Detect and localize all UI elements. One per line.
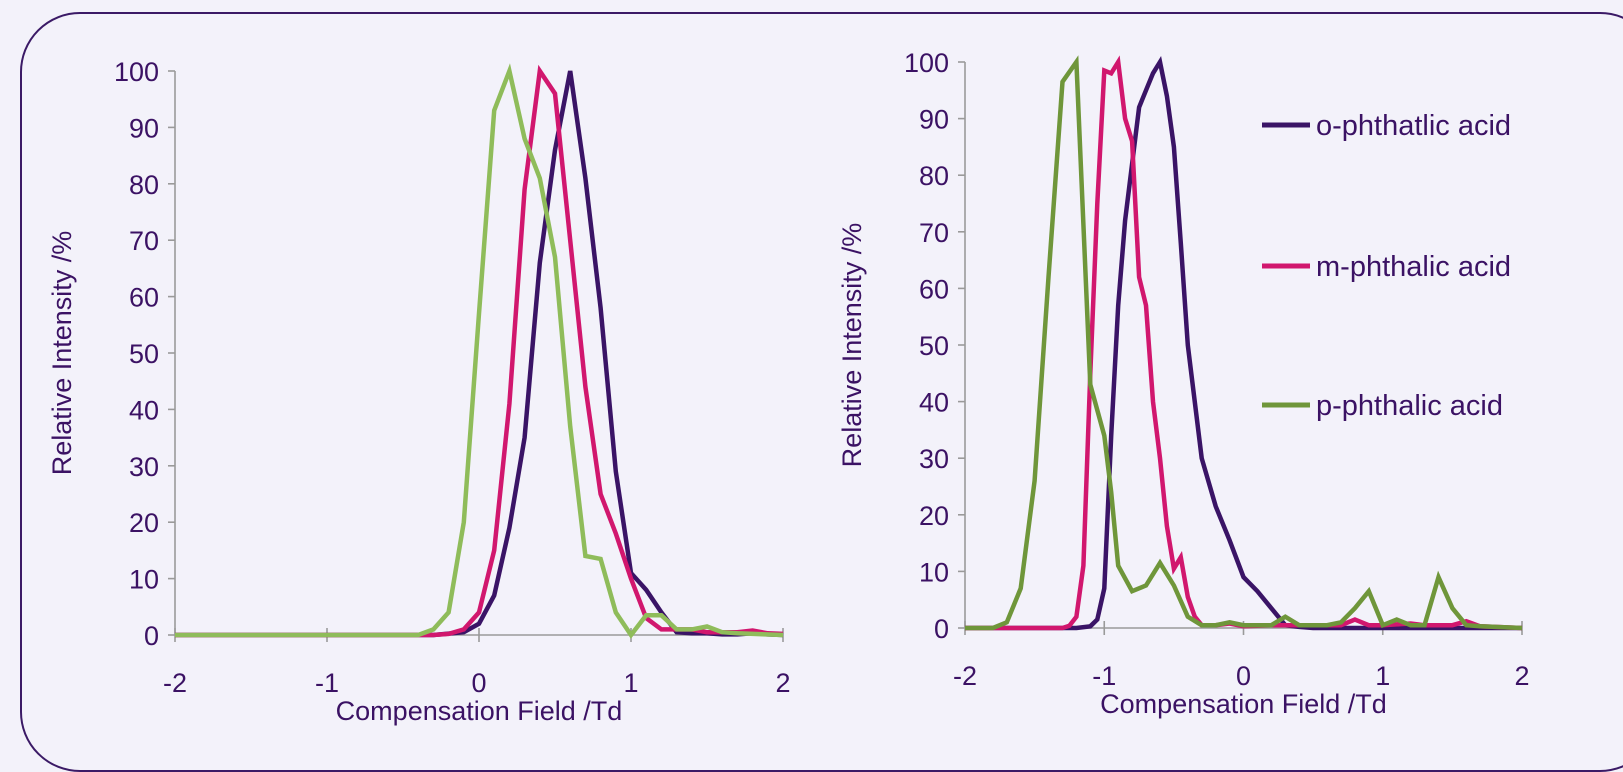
y-tick-label: 10 (129, 565, 159, 595)
x-tick-label: 1 (1375, 661, 1390, 691)
x-tick-label: 0 (1236, 661, 1251, 691)
x-tick-label: -2 (163, 668, 187, 698)
x-tick-label: -1 (315, 668, 339, 698)
series-line-2 (965, 55, 1523, 631)
y-tick-label: 50 (919, 331, 949, 361)
x-tick-label: -1 (1092, 661, 1116, 691)
slide-frame (20, 12, 1623, 772)
y-tick-label: 10 (919, 557, 949, 587)
y-tick-label: 70 (129, 226, 159, 256)
legend-label-1: o-phthatlic acid (1316, 110, 1511, 142)
series-line-3 (175, 63, 784, 639)
y-tick-label: 60 (919, 274, 949, 304)
y-tick-label: 20 (919, 501, 949, 531)
x-tick-label: 2 (775, 668, 790, 698)
y-tick-label: 0 (934, 614, 949, 644)
series-line-3 (965, 55, 1523, 631)
legend-label-2: m-phthalic acid (1316, 251, 1511, 283)
x-tick-label: 2 (1514, 661, 1529, 691)
chart-left: 0 10 20 30 40 50 60 70 80 90 100 -2 -1 0 1 2 Compensatio… (47, 57, 791, 726)
x-axis-title: Compensation Field /Td (336, 696, 623, 726)
y-tick-label: 80 (919, 161, 949, 191)
y-tick-label: 80 (129, 170, 159, 200)
y-tick-label: 60 (129, 283, 159, 313)
y-tick-label: 40 (129, 395, 159, 425)
y-tick-label: 70 (919, 218, 949, 248)
y-tick-label: 90 (129, 113, 159, 143)
y-tick-label: 40 (919, 388, 949, 418)
y-tick-label: 100 (904, 48, 949, 78)
x-tick-label: -2 (953, 661, 977, 691)
y-axis-title: Relative Intensity /% (47, 231, 77, 476)
x-tick-label: 0 (471, 668, 486, 698)
y-axis-title: Relative Intensity /% (837, 223, 867, 468)
x-tick-label: 1 (623, 668, 638, 698)
y-tick-label: 50 (129, 339, 159, 369)
legend-label-3: p-phthalic acid (1316, 390, 1503, 422)
y-tick-label: 100 (114, 57, 159, 87)
y-tick-label: 30 (919, 444, 949, 474)
y-tick-label: 20 (129, 508, 159, 538)
chart-right: 0 10 20 30 40 50 60 70 80 90 100 -2 -1 0 1 2 Compensatio… (837, 48, 1530, 719)
y-tick-label: 0 (144, 621, 159, 651)
x-axis-title: Compensation Field /Td (1100, 689, 1387, 719)
y-tick-label: 90 (919, 105, 949, 135)
series-line-1 (965, 55, 1522, 631)
y-tick-label: 30 (129, 452, 159, 482)
